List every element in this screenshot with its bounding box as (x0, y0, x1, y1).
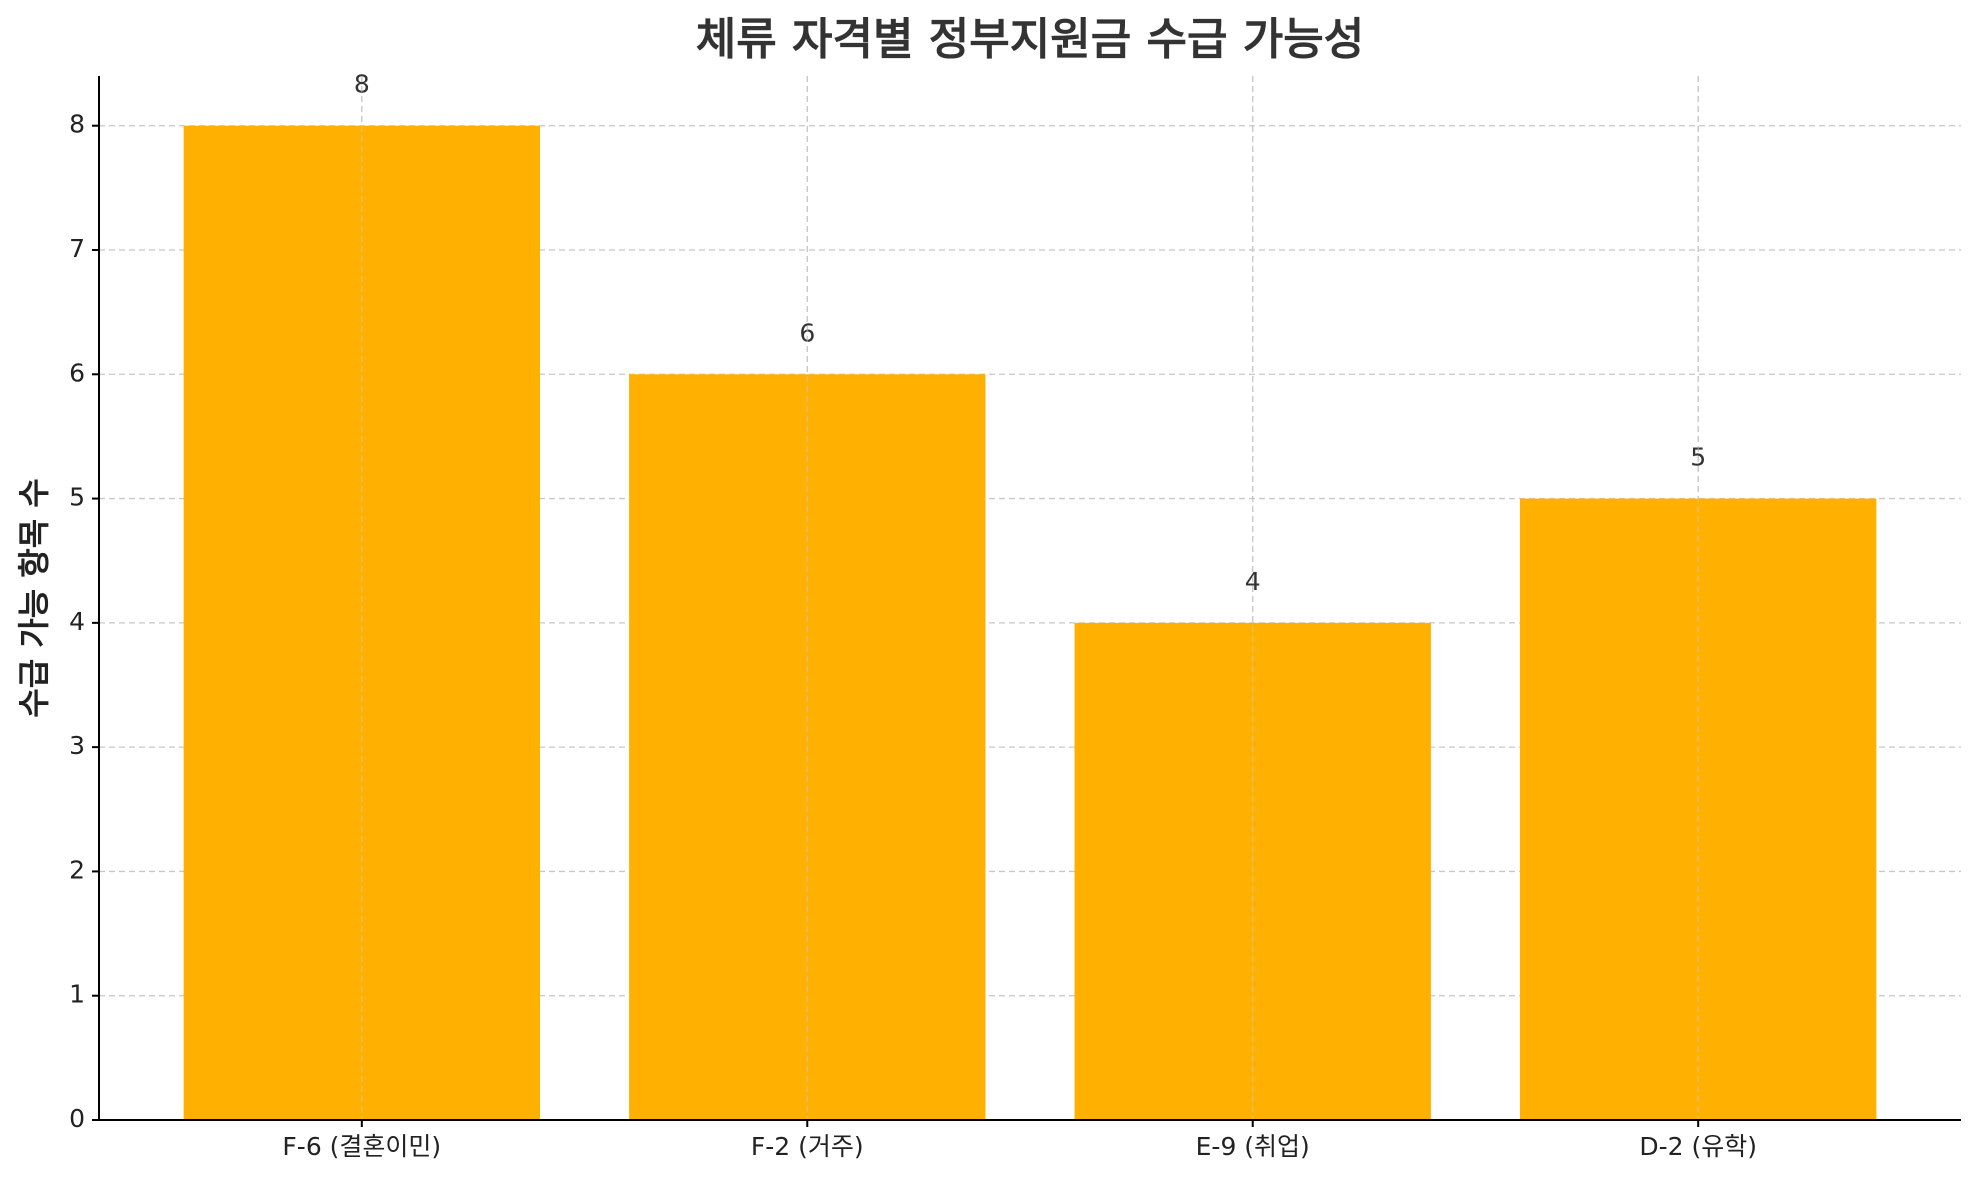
y-tick-label: 7 (69, 234, 85, 263)
y-axis-label: 수급 가능 항목 수 (15, 478, 53, 718)
y-tick-label: 2 (69, 855, 85, 884)
chart-title: 체류 자격별 정부지원금 수급 가능성 (696, 14, 1364, 65)
x-tick-label: E-9 (취업) (1196, 1132, 1310, 1161)
value-label: 8 (354, 70, 370, 99)
y-tick-label: 1 (69, 980, 85, 1009)
y-tick-label: 5 (69, 483, 85, 512)
y-tick-label: 8 (69, 110, 85, 139)
x-tick-label: D-2 (유학) (1639, 1132, 1757, 1161)
y-tick-label: 4 (69, 607, 85, 636)
y-tick-label: 0 (69, 1104, 85, 1133)
y-tick-label: 6 (69, 358, 85, 387)
x-tick-label: F-2 (거주) (751, 1132, 864, 1161)
value-label: 6 (799, 318, 815, 347)
y-tick-label: 3 (69, 731, 85, 760)
x-tick-label: F-6 (결혼이민) (282, 1132, 441, 1161)
